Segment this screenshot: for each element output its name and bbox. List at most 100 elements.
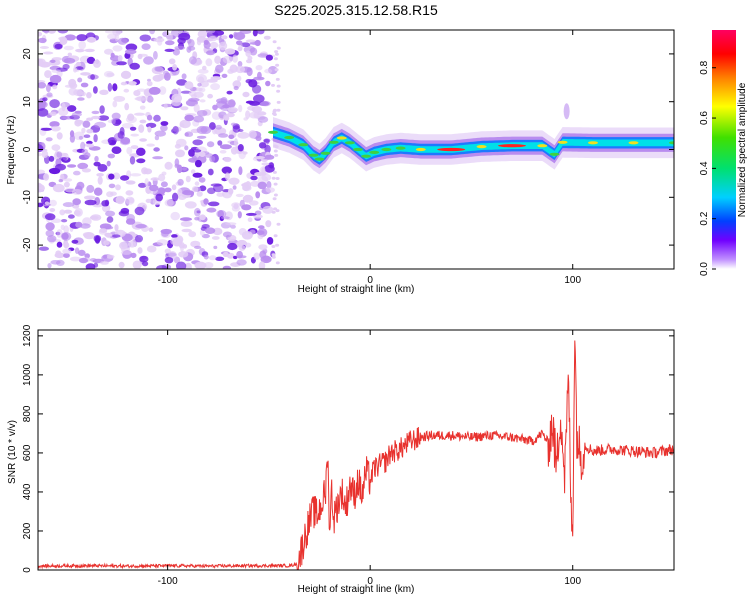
noise-blob (84, 48, 95, 53)
snr-background (38, 330, 674, 570)
noise-blob (203, 254, 209, 260)
noise-blob (51, 144, 61, 151)
noise-blob (115, 195, 125, 205)
noise-blob (223, 156, 232, 163)
spectrogram-y-label: Frequency (Hz) (6, 116, 17, 185)
noise-blob (223, 114, 228, 121)
noise-blob (237, 75, 242, 82)
figure-title: S225.2025.315.12.58.R15 (274, 2, 438, 18)
snr-ytick-label-4: 800 (22, 405, 33, 422)
noise-blob (252, 94, 265, 103)
noise-blob (108, 183, 116, 189)
noise-blob (134, 206, 145, 216)
noise-blob (111, 146, 122, 154)
noise-blob (180, 106, 189, 111)
noise-blob (63, 242, 70, 249)
ridge-peak-2 (298, 143, 309, 147)
noise-blob (57, 30, 69, 34)
noise-blob (38, 246, 50, 251)
noise-blob (128, 241, 137, 248)
noise-blob (274, 153, 279, 157)
ridge-peak-9 (353, 147, 363, 152)
noise-blob (85, 263, 96, 269)
noise-blob (205, 50, 216, 56)
colorbar-scale (712, 30, 736, 269)
noise-blob (106, 216, 114, 223)
noise-blob (164, 248, 171, 254)
noise-blob (250, 175, 258, 181)
noise-blob (227, 107, 238, 113)
noise-blob (265, 80, 271, 87)
noise-blob (196, 191, 203, 197)
noise-blob (90, 214, 102, 221)
noise-blob (51, 69, 61, 73)
noise-blob (139, 138, 148, 142)
noise-blob (146, 81, 153, 87)
noise-blob (238, 244, 246, 251)
noise-blob (197, 68, 209, 74)
noise-blob (146, 245, 157, 253)
colorbar: 0.0 0.2 0.4 0.6 0.8 Normalized spectral ampl… (699, 30, 748, 276)
noise-blob (233, 85, 239, 91)
noise-blob (241, 231, 253, 240)
noise-blob (82, 120, 91, 128)
noise-blob (86, 117, 94, 121)
noise-blob (188, 231, 197, 238)
noise-blob (61, 219, 68, 223)
noise-blob (138, 53, 148, 57)
noise-blob (194, 261, 207, 269)
noise-blob (99, 89, 109, 96)
noise-blob (118, 261, 125, 269)
noise-blob (207, 93, 214, 99)
noise-blob (99, 105, 105, 114)
noise-blob (80, 82, 89, 88)
noise-blob (180, 220, 193, 227)
noise-blob (134, 112, 145, 116)
spec-xtick-label-1: 0 (367, 275, 373, 286)
noise-blob (220, 216, 230, 220)
noise-blob (84, 199, 97, 206)
colorbar-tick-label-3: 0.6 (699, 111, 710, 125)
spec-ytick-label-0: -20 (22, 237, 33, 252)
noise-blob (258, 225, 265, 229)
noise-blob (182, 167, 188, 171)
noise-blob (237, 144, 244, 152)
noise-blob (196, 110, 208, 117)
noise-blob (90, 74, 95, 80)
noise-blob (86, 56, 96, 64)
noise-blob (120, 137, 131, 145)
snr-xtick-label-2: 100 (564, 576, 581, 587)
noise-blob (160, 181, 168, 188)
noise-blob (59, 36, 68, 45)
noise-blob (232, 125, 241, 133)
noise-blob (226, 112, 235, 118)
noise-blob (255, 65, 263, 71)
noise-blob (190, 169, 196, 174)
noise-blob (129, 156, 136, 165)
noise-blob (198, 87, 206, 93)
noise-blob (112, 45, 123, 52)
noise-blob (94, 155, 99, 163)
noise-blob (174, 45, 186, 51)
ridge-peak-6 (328, 140, 339, 144)
noise-blob (263, 35, 271, 40)
spec-ytick-label-3: 10 (22, 96, 33, 108)
noise-blob (160, 121, 169, 126)
noise-blob (152, 156, 164, 160)
noise-blob (221, 35, 228, 40)
ridge-peak-22 (628, 141, 639, 145)
noise-blob (93, 262, 99, 268)
noise-blob (164, 257, 174, 264)
noise-blob (272, 40, 277, 44)
noise-blob (77, 77, 83, 83)
noise-blob (63, 45, 74, 51)
noise-blob (219, 144, 232, 150)
noise-blob (229, 64, 238, 73)
noise-blob (139, 105, 146, 110)
noise-blob (175, 261, 187, 269)
noise-blob (153, 114, 161, 122)
noise-blob (106, 191, 114, 198)
noise-blob (276, 108, 281, 112)
